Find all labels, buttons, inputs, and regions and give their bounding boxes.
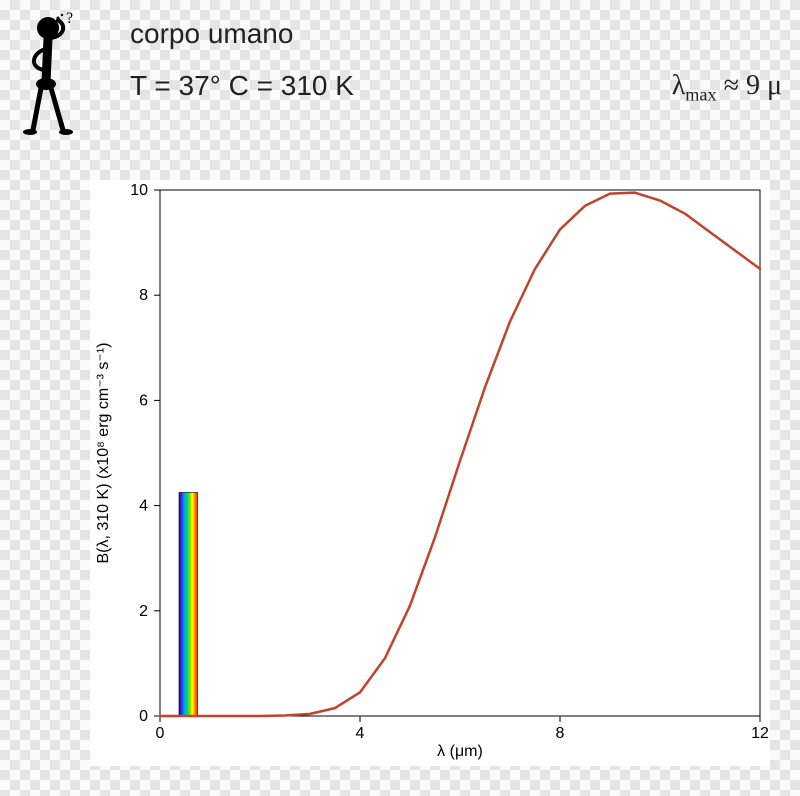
blackbody-chart: 0 2 4 6 8 10 0 4 8 12 λ (μm) B(λ, 310 K) (x10⁸ erg … xyxy=(90,180,770,766)
svg-text:?: ? xyxy=(66,10,73,27)
svg-text:12: 12 xyxy=(751,725,769,742)
svg-text:2: 2 xyxy=(139,603,148,620)
header: ? corpo umano T = 37° C = 3 xyxy=(0,0,800,150)
svg-text:0: 0 xyxy=(156,725,165,742)
temperature-label: T = 37° C = 310 K xyxy=(130,70,354,102)
svg-text:4: 4 xyxy=(139,498,148,515)
thinking-figure-icon: ? xyxy=(8,8,98,138)
svg-text:8: 8 xyxy=(556,725,565,742)
page-root: ? corpo umano T = 37° C = 3 xyxy=(0,0,800,796)
title: corpo umano xyxy=(130,18,293,50)
y-axis-label: B(λ, 310 K) (x10⁸ erg cm⁻³ s⁻¹) xyxy=(95,342,112,563)
svg-text:8: 8 xyxy=(139,287,148,304)
lambda-max-label: λmax ≈ 9 μ xyxy=(672,70,782,106)
svg-text:6: 6 xyxy=(139,392,148,409)
svg-text:4: 4 xyxy=(356,725,365,742)
svg-text:0: 0 xyxy=(139,708,148,725)
x-axis-label: λ (μm) xyxy=(437,743,483,760)
chart-container: 0 2 4 6 8 10 0 4 8 12 λ (μm) B(λ, 310 K) (x10⁸ erg … xyxy=(90,180,770,766)
svg-text:10: 10 xyxy=(130,182,148,199)
